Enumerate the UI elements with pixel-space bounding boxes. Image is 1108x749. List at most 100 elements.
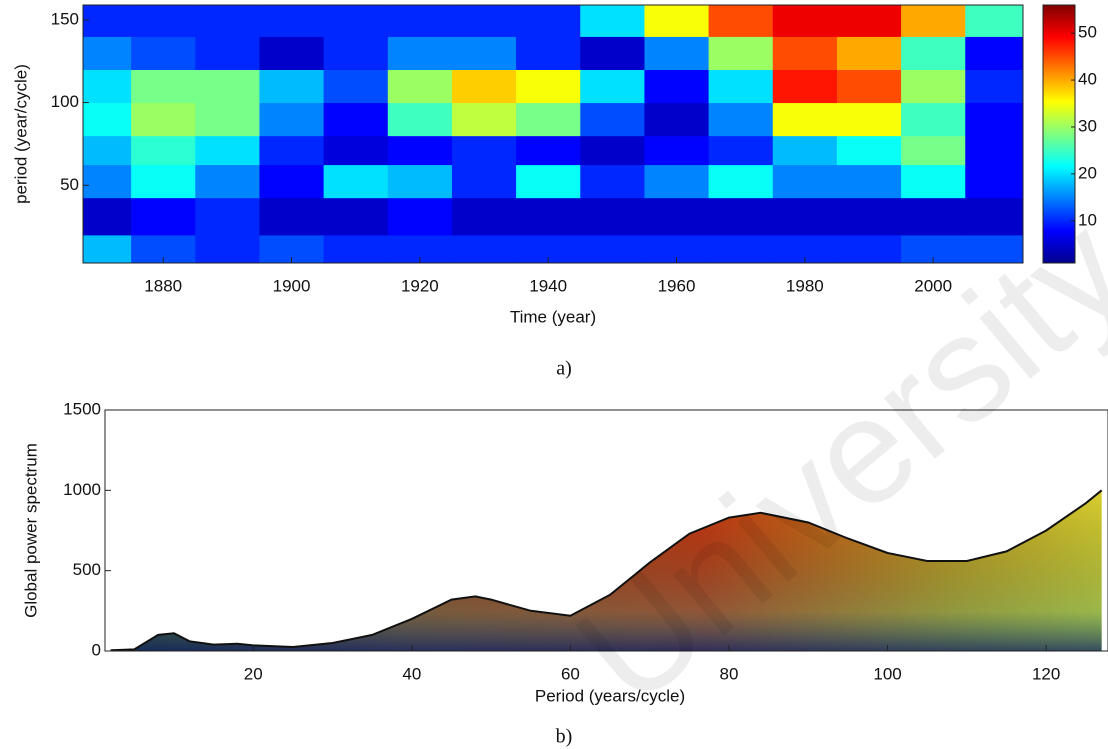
heat-cell <box>451 135 517 166</box>
heat-cell <box>323 197 389 236</box>
heat-cell <box>772 5 838 37</box>
heat-cell <box>580 36 645 70</box>
heat-cell <box>323 135 389 166</box>
heat-cell <box>131 69 196 104</box>
heat-cell <box>387 164 453 199</box>
plot-frame <box>82 4 1024 264</box>
heat-cell <box>772 69 838 104</box>
heat-cell <box>580 135 645 166</box>
x-tick-label: 100 <box>873 664 901 683</box>
heat-cell <box>836 164 902 199</box>
heat-cell <box>901 135 966 166</box>
x-tick-label: 1900 <box>273 276 311 295</box>
heat-cell <box>516 197 581 236</box>
heat-cell <box>83 36 132 70</box>
heat-cell <box>644 36 710 70</box>
heat-cell <box>131 36 196 70</box>
heat-cell <box>259 135 325 166</box>
heat-cell <box>259 102 325 137</box>
caption: b) <box>556 726 573 748</box>
heat-cell <box>965 197 1024 236</box>
heat-cell <box>131 5 196 37</box>
colorbar <box>1042 4 1076 264</box>
y-tick-label: 50 <box>60 175 79 194</box>
heat-cell <box>131 197 196 236</box>
watermark: University <box>546 185 1108 737</box>
x-tick-label: 1940 <box>529 276 567 295</box>
heat-cell <box>644 5 710 37</box>
heat-cell <box>901 69 966 104</box>
heat-cell <box>580 102 645 137</box>
heat-cell <box>83 234 132 264</box>
heat-cell <box>83 5 132 37</box>
y-tick-label: 100 <box>51 92 79 111</box>
y-axis-title: Global power spectrum <box>21 443 40 618</box>
heat-cell <box>195 69 260 104</box>
heat-cell <box>836 5 902 37</box>
x-tick-label: 1920 <box>401 276 439 295</box>
heat-cell <box>644 69 710 104</box>
heat-cell <box>708 234 774 264</box>
heat-cell <box>708 36 774 70</box>
y-tick-label: 1500 <box>63 399 101 418</box>
heat-cell <box>131 102 196 137</box>
heat-cell <box>516 36 581 70</box>
x-tick-label: 1960 <box>658 276 696 295</box>
heat-cell <box>708 5 774 37</box>
heat-cell <box>965 36 1024 70</box>
heat-cell <box>387 69 453 104</box>
spectrum-line <box>110 489 1103 652</box>
heat-cell <box>323 5 389 37</box>
heat-cell <box>195 102 260 137</box>
heat-cell <box>387 102 453 137</box>
heat-cell <box>772 197 838 236</box>
heat-cell <box>195 5 260 37</box>
heat-cell <box>644 164 710 199</box>
plot-frame <box>104 409 1108 652</box>
heat-cell <box>708 69 774 104</box>
heat-cell <box>836 234 902 264</box>
heat-cell <box>901 5 966 37</box>
heat-cell <box>772 36 838 70</box>
heat-cell <box>965 102 1024 137</box>
x-tick-label: 1980 <box>786 276 824 295</box>
heat-cell <box>259 164 325 199</box>
heat-cell <box>644 197 710 236</box>
y-tick-label: 500 <box>73 560 101 579</box>
heat-cell <box>965 69 1024 104</box>
x-tick-label: 1880 <box>144 276 182 295</box>
y-tick-label: 150 <box>51 9 79 28</box>
x-tick-label: 40 <box>402 664 421 683</box>
area-shade <box>110 490 1102 651</box>
heat-cell <box>965 164 1024 199</box>
heat-cell <box>323 69 389 104</box>
x-tick-label: 80 <box>720 664 739 683</box>
heat-cell <box>644 135 710 166</box>
heat-cell <box>195 164 260 199</box>
colorbar-tick-label: 40 <box>1078 70 1097 89</box>
x-tick-label: 2000 <box>914 276 952 295</box>
heat-cell <box>451 234 517 264</box>
heat-cell <box>387 135 453 166</box>
colorbar-tick-label: 10 <box>1078 210 1097 229</box>
heat-cell <box>387 197 453 236</box>
heat-cell <box>259 5 325 37</box>
colorbar-tick-label: 50 <box>1078 23 1097 42</box>
heat-cell <box>708 164 774 199</box>
y-axis-title: period (year/cycle) <box>11 64 30 204</box>
heat-cell <box>259 36 325 70</box>
heat-cell <box>901 102 966 137</box>
heat-cell <box>451 69 517 104</box>
heat-cell <box>580 69 645 104</box>
x-tick-label: 60 <box>561 664 580 683</box>
heat-cell <box>836 36 902 70</box>
heat-cell <box>580 234 645 264</box>
heat-cell <box>451 164 517 199</box>
heat-cell <box>772 102 838 137</box>
x-axis-title: Period (years/cycle) <box>535 686 685 705</box>
heat-cell <box>323 102 389 137</box>
heat-cell <box>195 197 260 236</box>
heat-cell <box>901 164 966 199</box>
